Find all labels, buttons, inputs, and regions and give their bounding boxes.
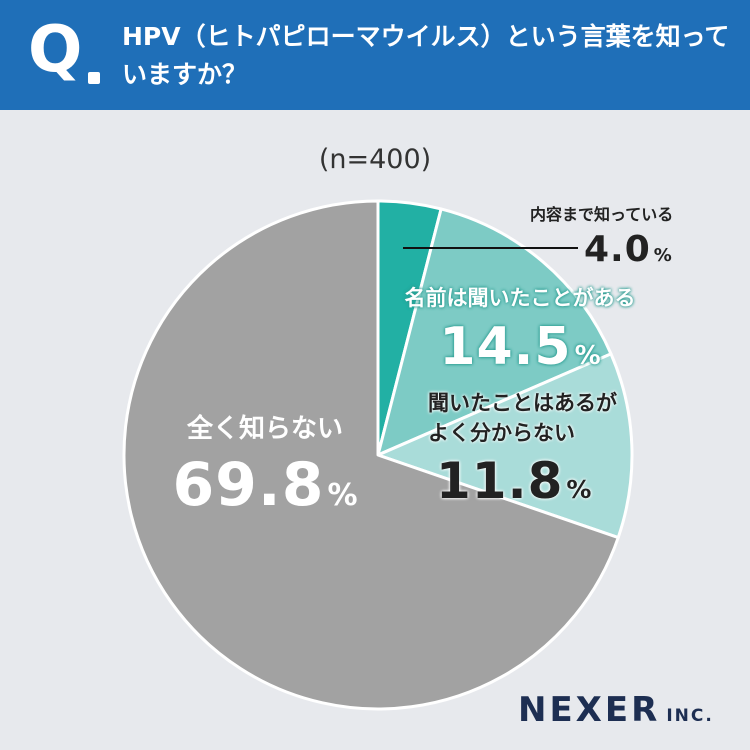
logo-name: NEXER xyxy=(518,690,661,730)
sample-size: (n=400) xyxy=(318,144,432,175)
slice-vague xyxy=(376,352,634,540)
label-heard-number: 14.5 xyxy=(439,317,572,377)
label-vague-value: 11.8% xyxy=(436,448,692,523)
label-unknown-number: 69.8 xyxy=(172,450,325,520)
label-know-value: 4.0% xyxy=(584,225,730,281)
label-unknown: 全く知らない 69.8% xyxy=(140,408,390,536)
label-vague-unit: % xyxy=(566,475,592,504)
nexer-logo: NEXER INC. xyxy=(518,690,714,730)
pie-slices xyxy=(122,199,634,711)
question-text: HPV（ヒトパピローマウイルス）という言葉を知っていますか？ xyxy=(122,22,730,89)
label-vague: 聞いたことはあるが よく分からない 11.8% xyxy=(428,388,692,523)
label-vague-line-2: よく分からない xyxy=(428,421,575,445)
label-unknown-value: 69.8% xyxy=(140,445,390,536)
label-heard: 名前は聞いたことがある 14.5% xyxy=(380,282,660,391)
q-dot xyxy=(88,72,100,84)
label-unknown-name: 全く知らない xyxy=(186,414,343,444)
q-letter: Q xyxy=(28,13,83,87)
label-heard-name: 名前は聞いたことがある xyxy=(404,286,636,310)
label-know-name: 内容まで知っている xyxy=(530,205,674,224)
question-header: Q HPV（ヒトパピローマウイルス）という言葉を知っていますか？ xyxy=(0,0,750,110)
logo-suffix: INC. xyxy=(666,706,714,726)
slice-unknown xyxy=(122,199,620,711)
label-know: 内容まで知っている 4.0% xyxy=(530,201,730,281)
label-heard-unit: % xyxy=(574,341,601,371)
label-know-number: 4.0 xyxy=(584,229,651,270)
label-vague-number: 11.8 xyxy=(436,452,564,510)
label-know-unit: % xyxy=(653,245,672,266)
q-badge: Q xyxy=(28,18,106,92)
label-unknown-unit: % xyxy=(327,478,358,513)
label-vague-line-1: 聞いたことはあるが xyxy=(428,391,617,415)
slice-heard xyxy=(376,207,613,457)
label-heard-value: 14.5% xyxy=(380,312,660,391)
